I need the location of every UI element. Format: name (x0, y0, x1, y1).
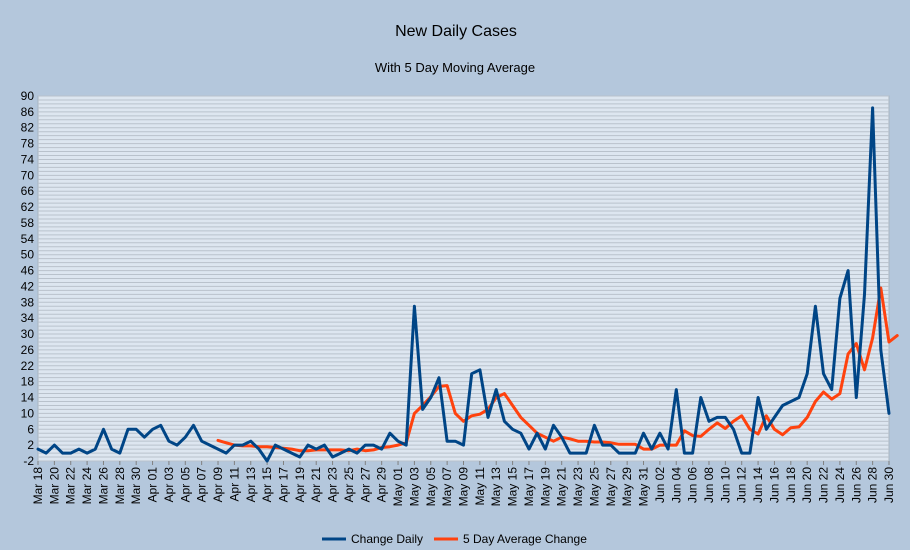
x-tick-label: Jun 04 (669, 467, 683, 503)
y-tick-label: 82 (21, 121, 35, 135)
gridlines (38, 95, 889, 462)
legend: Change Daily 5 Day Average Change (322, 532, 587, 546)
x-tick-label: Apr 11 (227, 467, 241, 502)
x-tick-label: Apr 27 (358, 467, 372, 503)
y-tick-label: 86 (21, 105, 35, 119)
x-tick-label: Jun 06 (686, 467, 700, 503)
x-tick-label: May 11 (473, 467, 487, 506)
x-tick-label: Jun 10 (718, 467, 732, 503)
x-tick-label: Jun 02 (653, 467, 667, 503)
x-tick-label: Apr 01 (146, 467, 160, 503)
y-tick-label: 66 (21, 184, 35, 198)
x-tick-label: May 15 (506, 467, 520, 507)
x-tick-label: Mar 22 (64, 467, 78, 505)
y-tick-label: 6 (27, 422, 34, 436)
y-tick-label: 54 (21, 232, 35, 246)
series-lines (36, 106, 899, 463)
x-tick-label: Apr 29 (375, 467, 389, 503)
y-tick-label: 34 (21, 311, 35, 325)
y-tick-label: 62 (21, 200, 35, 214)
y-tick-label: 58 (21, 216, 35, 230)
y-tick-label: 10 (21, 406, 35, 420)
x-tick-label: May 13 (489, 467, 503, 507)
x-tick-label: Jun 18 (784, 467, 798, 503)
x-tick-label: Mar 24 (80, 467, 94, 505)
x-tick-label: Mar 30 (129, 467, 143, 505)
x-tick-label: Apr 13 (244, 467, 258, 503)
y-tick-label: 26 (21, 343, 35, 357)
x-tick-label: Mar 26 (96, 467, 110, 505)
x-tick-label: Mar 18 (31, 467, 45, 505)
y-tick-label: 38 (21, 295, 35, 309)
x-tick-label: Apr 21 (309, 467, 323, 503)
x-tick-label: May 29 (620, 467, 634, 507)
x-tick-label: Apr 03 (162, 467, 176, 503)
x-tick-label: Jun 26 (849, 467, 863, 503)
y-tick-label: 2 (27, 438, 34, 452)
x-tick-label: Mar 28 (113, 467, 127, 505)
x-axis: Mar 18 Mar 20 Mar 22 Mar 24 Mar 26 Mar 28 Mar … (31, 461, 896, 506)
x-tick-label: May 19 (538, 467, 552, 507)
y-tick-label: 22 (21, 359, 35, 373)
y-tick-label: 90 (21, 89, 35, 103)
x-tick-label: Jun 16 (767, 467, 781, 503)
x-tick-label: Jun 12 (735, 467, 749, 503)
x-tick-label: May 09 (457, 467, 471, 507)
x-tick-label: Jun 22 (817, 467, 831, 503)
x-tick-label: May 05 (424, 467, 438, 507)
x-tick-label: May 07 (440, 467, 454, 507)
x-tick-label: Mar 20 (47, 467, 61, 505)
x-tick-label: Jun 14 (751, 467, 765, 503)
x-tick-label: May 23 (571, 467, 585, 507)
y-tick-label: 30 (21, 327, 35, 341)
x-tick-label: Apr 19 (293, 467, 307, 503)
y-tick-label: 50 (21, 248, 35, 262)
y-tick-label: -2 (23, 454, 34, 468)
x-tick-label: Apr 07 (195, 467, 209, 503)
x-tick-label: May 25 (587, 467, 601, 507)
x-tick-label: May 01 (391, 467, 405, 507)
y-tick-label: 42 (21, 279, 35, 293)
x-tick-label: May 03 (407, 467, 421, 507)
series-line (216, 286, 899, 453)
x-tick-label: Apr 05 (178, 467, 192, 503)
y-tick-label: 70 (21, 168, 35, 182)
x-tick-label: May 21 (555, 467, 569, 507)
y-tick-label: 18 (21, 375, 35, 389)
y-tick-label: 14 (21, 391, 35, 405)
x-tick-label: Jun 30 (882, 467, 896, 503)
x-tick-label: May 31 (637, 467, 651, 507)
x-tick-label: Jun 20 (800, 467, 814, 503)
x-tick-label: Apr 09 (211, 467, 225, 503)
y-tick-label: 74 (21, 152, 35, 166)
y-tick-label: 46 (21, 264, 35, 278)
legend-label-5-day-average: 5 Day Average Change (463, 532, 587, 546)
chart-subtitle: With 5 Day Moving Average (375, 60, 535, 75)
x-tick-label: May 27 (604, 467, 618, 507)
y-tick-label: 78 (21, 137, 35, 151)
x-tick-label: Apr 15 (260, 467, 274, 503)
x-tick-label: Jun 28 (866, 467, 880, 503)
series-line (36, 106, 891, 463)
y-axis: -226101418222630343842465054586266707478… (21, 89, 35, 468)
x-tick-label: May 17 (522, 467, 536, 507)
x-tick-label: Apr 23 (326, 467, 340, 503)
x-tick-label: Apr 25 (342, 467, 356, 503)
x-tick-label: Jun 08 (702, 467, 716, 503)
legend-label-change-daily: Change Daily (351, 532, 423, 546)
chart-title: New Daily Cases (395, 23, 517, 40)
x-tick-label: Apr 17 (276, 467, 290, 503)
x-tick-label: Jun 24 (833, 467, 847, 503)
